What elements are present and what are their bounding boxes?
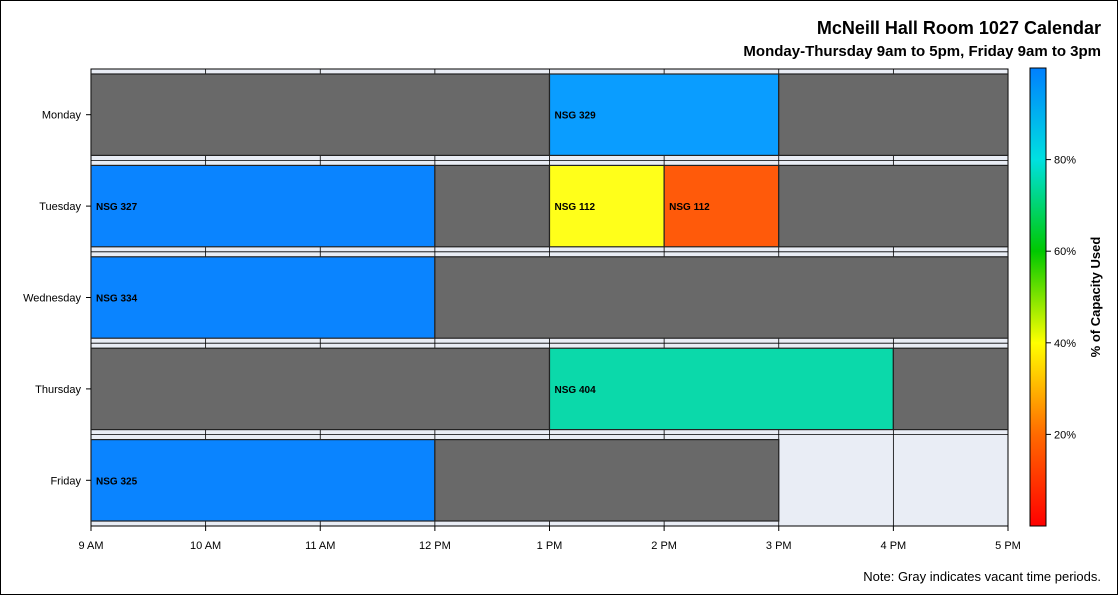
x-tick-label: 1 PM xyxy=(537,540,563,552)
bar-label: NSG 325 xyxy=(96,476,138,487)
y-tick-label: Monday xyxy=(42,110,82,122)
legend-tick-label: 60% xyxy=(1054,246,1076,258)
vacant-bar xyxy=(892,347,1009,431)
booking-bar xyxy=(548,73,780,157)
bar-label: NSG 404 xyxy=(555,385,597,396)
bar-label: NSG 112 xyxy=(555,202,596,213)
bar-label: NSG 329 xyxy=(555,111,597,122)
x-tick-label: 4 PM xyxy=(881,540,907,552)
bar-label: NSG 112 xyxy=(669,202,710,213)
y-axis: Monday Tuesday Wednesday Thursday Friday xyxy=(23,110,91,487)
y-tick-label: Wednesday xyxy=(23,293,81,305)
vacant-bar xyxy=(434,439,780,522)
x-tick-label: 10 AM xyxy=(190,540,221,552)
legend-color-bar xyxy=(1029,67,1047,527)
color-legend: 20% 40% 60% 80% % of Capacity Used xyxy=(1029,67,1103,527)
y-tick-label: Thursday xyxy=(35,384,81,396)
booking-bar xyxy=(90,439,436,522)
vacant-bar xyxy=(434,164,551,248)
chart-subtitle: Monday-Thursday 9am to 5pm, Friday 9am t… xyxy=(743,43,1101,60)
vacant-bar xyxy=(434,256,1009,339)
booking-bar xyxy=(90,256,436,339)
x-tick-label: 11 AM xyxy=(305,540,335,552)
vacant-bar xyxy=(90,73,551,157)
vacant-bar xyxy=(778,164,1009,248)
vacant-bar xyxy=(778,73,1009,157)
legend-tick-label: 40% xyxy=(1054,338,1076,350)
x-tick-label: 2 PM xyxy=(651,540,677,552)
x-axis: 9 AM 10 AM 11 AM 12 PM 1 PM 2 PM 3 PM 4 PM 5 PM xyxy=(78,526,1021,552)
booking-bar xyxy=(90,164,436,248)
vacant-bar xyxy=(90,347,551,431)
footnote: Note: Gray indicates vacant time periods… xyxy=(863,569,1101,584)
bar-label: NSG 334 xyxy=(96,294,138,305)
schedule-bars: NSG 329 NSG 327 NSG 112 NSG 112 NSG 334 NSG 4… xyxy=(90,73,1009,522)
booking-bar xyxy=(548,164,665,248)
y-tick-label: Tuesday xyxy=(39,201,81,213)
chart-title: McNeill Hall Room 1027 Calendar xyxy=(817,18,1101,38)
legend-tick-label: 80% xyxy=(1054,155,1076,167)
x-tick-label: 12 PM xyxy=(419,540,451,552)
booking-bar xyxy=(548,347,894,431)
legend-title: % of Capacity Used xyxy=(1088,237,1103,358)
x-tick-label: 9 AM xyxy=(78,540,103,552)
x-tick-label: 3 PM xyxy=(766,540,792,552)
bar-label: NSG 327 xyxy=(96,202,138,213)
x-tick-label: 5 PM xyxy=(995,540,1021,552)
booking-bar xyxy=(663,164,780,248)
legend-tick-label: 20% xyxy=(1054,429,1076,441)
y-tick-label: Friday xyxy=(50,475,81,487)
